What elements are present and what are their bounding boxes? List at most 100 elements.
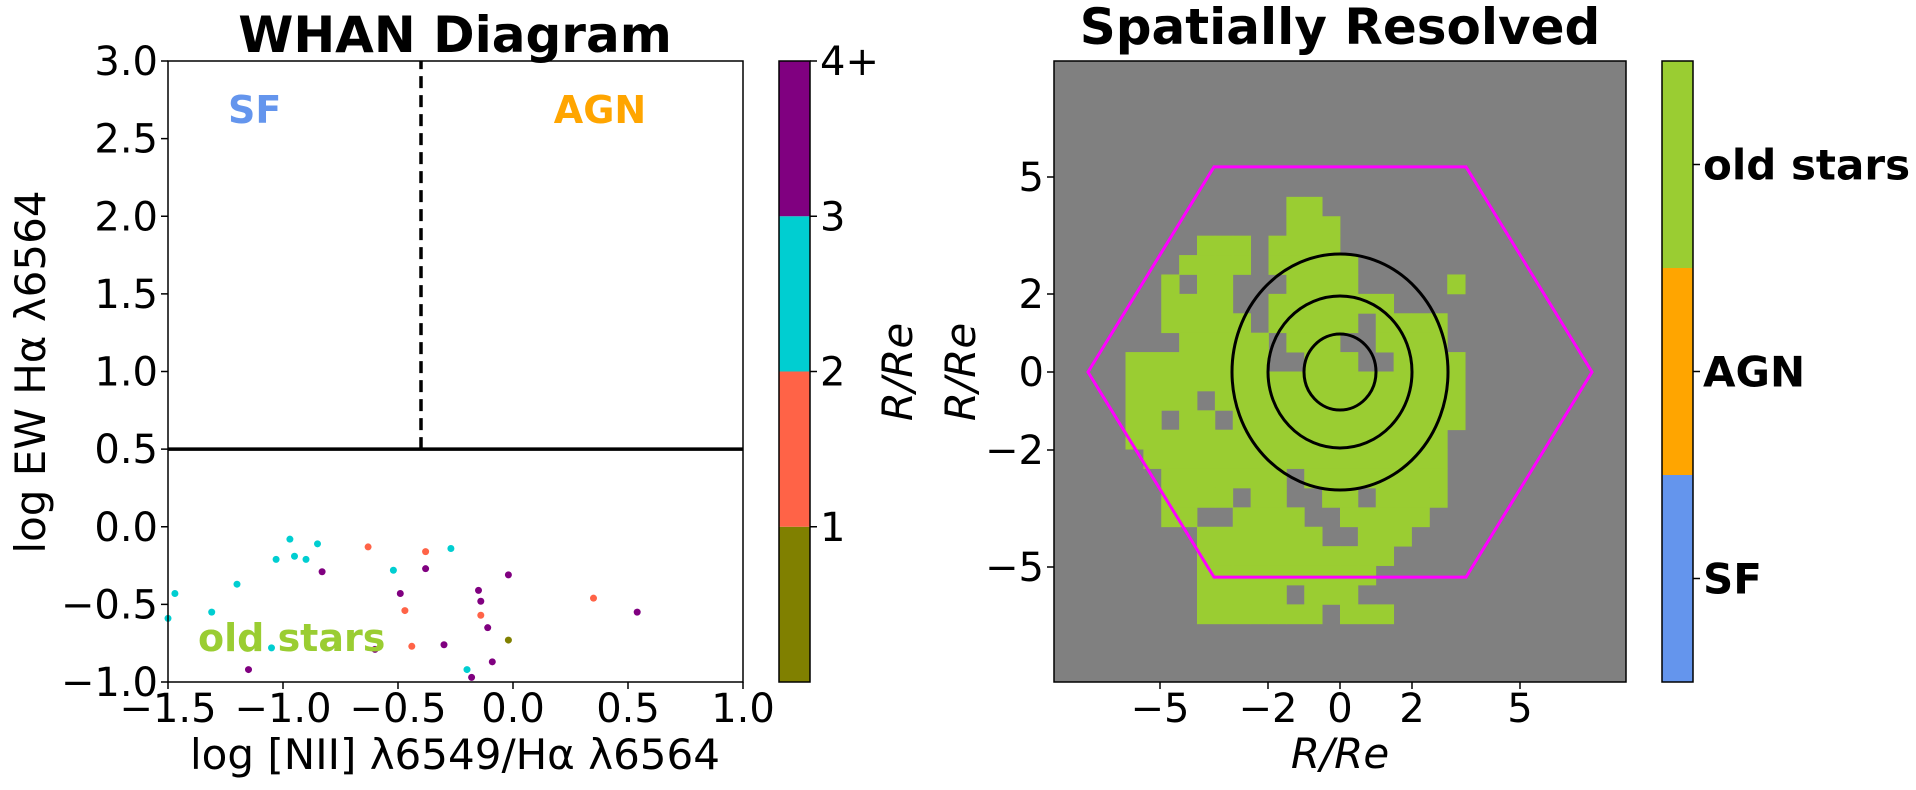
old-stars-pixel bbox=[1286, 390, 1305, 411]
old-stars-pixel bbox=[1179, 371, 1198, 392]
scatter-point bbox=[364, 543, 372, 551]
old-stars-pixel bbox=[1250, 390, 1269, 411]
old-stars-pixel bbox=[1214, 526, 1234, 547]
y-tick-label: 1.0 bbox=[94, 350, 158, 396]
whan-x-axis-label: log [NII] λ6549/Hα λ6564 bbox=[190, 730, 720, 779]
old-stars-pixel bbox=[1197, 332, 1216, 353]
old-stars-pixel bbox=[1286, 371, 1305, 392]
whan-region-label-sf: SF bbox=[228, 88, 281, 132]
old-stars-pixel bbox=[1340, 410, 1359, 431]
old-stars-pixel bbox=[1268, 604, 1287, 625]
old-stars-pixel bbox=[1411, 352, 1430, 372]
old-stars-pixel bbox=[1232, 371, 1252, 392]
old-stars-pixel bbox=[1214, 565, 1234, 586]
whan-y-axis-label: log EW Hα λ6564 bbox=[6, 190, 55, 553]
scatter-point bbox=[318, 568, 326, 576]
old-stars-pixel bbox=[1322, 274, 1341, 295]
old-stars-pixel bbox=[1411, 507, 1430, 528]
old-stars-pixel bbox=[1179, 449, 1198, 469]
colorbar-bin bbox=[779, 61, 810, 217]
old-stars-pixel bbox=[1304, 274, 1323, 295]
old-stars-pixel bbox=[1268, 293, 1287, 314]
old-stars-pixel bbox=[1214, 390, 1234, 411]
y-tick-label: 5 bbox=[1019, 155, 1044, 201]
old-stars-pixel bbox=[1125, 352, 1144, 372]
colorbar-category-segment bbox=[1662, 268, 1693, 475]
old-stars-pixel bbox=[1340, 255, 1359, 275]
scatter-point bbox=[272, 555, 280, 563]
old-stars-pixel bbox=[1214, 255, 1234, 275]
old-stars-pixel bbox=[1214, 293, 1234, 314]
old-stars-pixel bbox=[1268, 371, 1287, 392]
spatial-title: Spatially Resolved bbox=[1080, 0, 1601, 56]
old-stars-pixel bbox=[1340, 507, 1359, 528]
spatial-map-pixels bbox=[1125, 196, 1466, 625]
old-stars-pixel bbox=[1447, 410, 1466, 431]
old-stars-pixel bbox=[1250, 565, 1269, 586]
scatter-point bbox=[477, 611, 485, 619]
old-stars-pixel bbox=[1429, 468, 1448, 489]
old-stars-pixel bbox=[1393, 487, 1412, 508]
scatter-point bbox=[484, 624, 492, 632]
old-stars-pixel bbox=[1250, 604, 1269, 625]
old-stars-pixel bbox=[1214, 274, 1234, 295]
old-stars-pixel bbox=[1250, 584, 1269, 605]
old-stars-pixel bbox=[1340, 487, 1359, 508]
colorbar-category-label: SF bbox=[1703, 555, 1762, 604]
old-stars-pixel bbox=[1286, 332, 1305, 353]
whan-x-axis-ticks: −1.5 −1.0 −0.5 0.0 0.5 1.0 bbox=[119, 682, 775, 732]
old-stars-pixel bbox=[1250, 352, 1269, 372]
old-stars-pixel bbox=[1322, 255, 1341, 275]
scatter-point bbox=[401, 607, 409, 615]
x-tick-label: 0.5 bbox=[596, 686, 660, 732]
old-stars-pixel bbox=[1322, 468, 1341, 489]
old-stars-pixel bbox=[1357, 449, 1377, 469]
old-stars-pixel bbox=[1375, 604, 1395, 625]
scatter-point bbox=[389, 566, 397, 574]
old-stars-pixel bbox=[1429, 487, 1448, 508]
old-stars-pixel bbox=[1304, 468, 1323, 489]
old-stars-pixel bbox=[1286, 507, 1305, 528]
old-stars-pixel bbox=[1340, 604, 1359, 625]
old-stars-pixel bbox=[1322, 352, 1341, 372]
old-stars-pixel bbox=[1232, 546, 1252, 566]
old-stars-pixel bbox=[1375, 390, 1395, 411]
colorbar-tick-label: 4+ bbox=[820, 39, 879, 85]
old-stars-pixel bbox=[1232, 507, 1252, 528]
colorbar-category-segment bbox=[1662, 61, 1693, 268]
old-stars-pixel bbox=[1375, 371, 1395, 392]
old-stars-pixel bbox=[1250, 410, 1269, 431]
old-stars-pixel bbox=[1197, 487, 1216, 508]
scatter-point bbox=[468, 673, 476, 681]
old-stars-pixel bbox=[1197, 429, 1216, 450]
old-stars-pixel bbox=[1232, 584, 1252, 605]
whan-colorbar bbox=[779, 61, 810, 682]
old-stars-pixel bbox=[1197, 293, 1216, 314]
old-stars-pixel bbox=[1340, 274, 1359, 295]
old-stars-pixel bbox=[1268, 565, 1287, 586]
x-tick-label: −1.0 bbox=[234, 686, 331, 732]
y-tick-label: 3.0 bbox=[94, 39, 158, 85]
x-tick-label: −2 bbox=[1239, 686, 1298, 732]
old-stars-pixel bbox=[1340, 313, 1359, 334]
scatter-point bbox=[633, 608, 641, 616]
old-stars-pixel bbox=[1197, 235, 1216, 256]
scatter-point bbox=[475, 586, 482, 594]
old-stars-pixel bbox=[1447, 371, 1466, 392]
old-stars-pixel bbox=[1357, 604, 1377, 625]
old-stars-pixel bbox=[1340, 546, 1359, 566]
old-stars-pixel bbox=[1375, 332, 1395, 353]
old-stars-pixel bbox=[1250, 429, 1269, 450]
old-stars-pixel bbox=[1268, 255, 1287, 275]
x-tick-label: 2 bbox=[1399, 686, 1424, 732]
old-stars-pixel bbox=[1357, 507, 1377, 528]
old-stars-pixel bbox=[1304, 546, 1323, 566]
old-stars-pixel bbox=[1143, 410, 1162, 431]
old-stars-pixel bbox=[1232, 255, 1252, 275]
whan-region-label-agn: AGN bbox=[554, 88, 646, 132]
old-stars-pixel bbox=[1268, 235, 1287, 256]
old-stars-pixel bbox=[1250, 332, 1269, 353]
old-stars-pixel bbox=[1143, 429, 1162, 450]
old-stars-pixel bbox=[1375, 546, 1395, 566]
old-stars-pixel bbox=[1375, 313, 1395, 334]
